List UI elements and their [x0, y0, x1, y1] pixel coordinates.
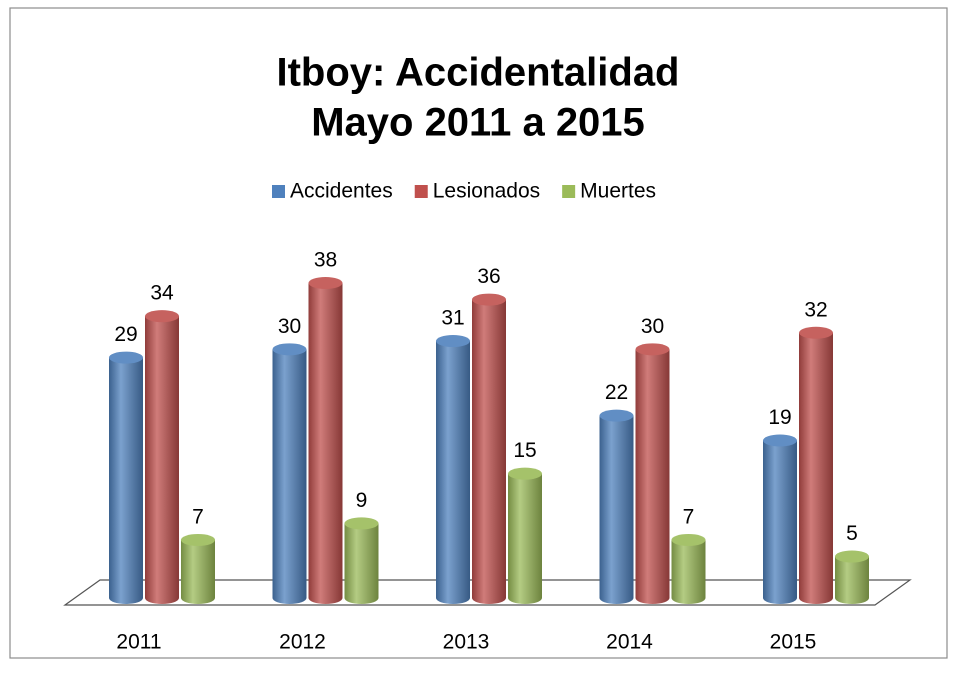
data-label: 19: [768, 406, 791, 429]
bar-top: [181, 533, 215, 546]
data-label: 34: [150, 282, 174, 305]
bar: [763, 440, 797, 604]
x-tick-label: 2012: [279, 631, 326, 654]
data-label: 30: [641, 315, 664, 338]
bar: [145, 316, 179, 604]
bar: [835, 556, 869, 604]
bar: [308, 283, 343, 604]
data-label: 22: [605, 381, 628, 404]
bar: [671, 539, 706, 604]
bar: [181, 539, 215, 604]
data-label: 29: [114, 323, 137, 346]
bar-top: [508, 467, 542, 480]
bar: [508, 473, 542, 604]
bar-top: [635, 343, 670, 356]
legend-swatch: [414, 185, 428, 198]
data-label: 36: [477, 265, 500, 288]
chart-title: Itboy: Accidentalidad: [276, 51, 679, 95]
bar-top: [436, 335, 470, 348]
bar-top: [763, 434, 797, 447]
data-label: 7: [192, 506, 204, 529]
bar-top: [835, 550, 869, 563]
data-label: 7: [683, 506, 695, 529]
bar-top: [308, 277, 343, 289]
data-label: 15: [513, 439, 536, 462]
bar: [344, 523, 379, 604]
bar: [436, 341, 470, 604]
x-tick-label: 2011: [116, 631, 161, 654]
chart-frame: [9, 7, 948, 659]
legend-swatch: [272, 185, 285, 198]
bar: [599, 415, 634, 604]
bar-top: [272, 343, 307, 356]
bar: [635, 349, 670, 604]
bar: [109, 357, 143, 604]
data-label: 5: [846, 522, 858, 545]
data-label: 30: [278, 315, 301, 338]
x-tick-label: 2015: [770, 631, 817, 654]
data-label: 38: [314, 249, 337, 272]
legend-label: Accidentes: [290, 180, 393, 203]
x-tick-label: 2014: [606, 631, 653, 654]
bar-top: [671, 533, 706, 546]
bar-top: [599, 409, 634, 422]
bar: [472, 299, 506, 604]
bar-top: [799, 326, 833, 339]
legend-swatch: [562, 185, 576, 198]
legend-label: Muertes: [580, 180, 656, 203]
data-label: 31: [441, 307, 464, 330]
legend-label: Lesionados: [433, 180, 540, 203]
bar-top: [109, 351, 143, 364]
x-tick-label: 2013: [443, 631, 490, 654]
data-label: 9: [356, 489, 368, 512]
chart-title: Mayo 2011 a 2015: [311, 101, 645, 145]
bar: [799, 332, 833, 604]
bar-top: [472, 293, 506, 306]
bar-top: [344, 517, 379, 530]
bar: [272, 349, 307, 604]
data-label: 32: [804, 298, 827, 321]
bar-top: [145, 310, 179, 323]
